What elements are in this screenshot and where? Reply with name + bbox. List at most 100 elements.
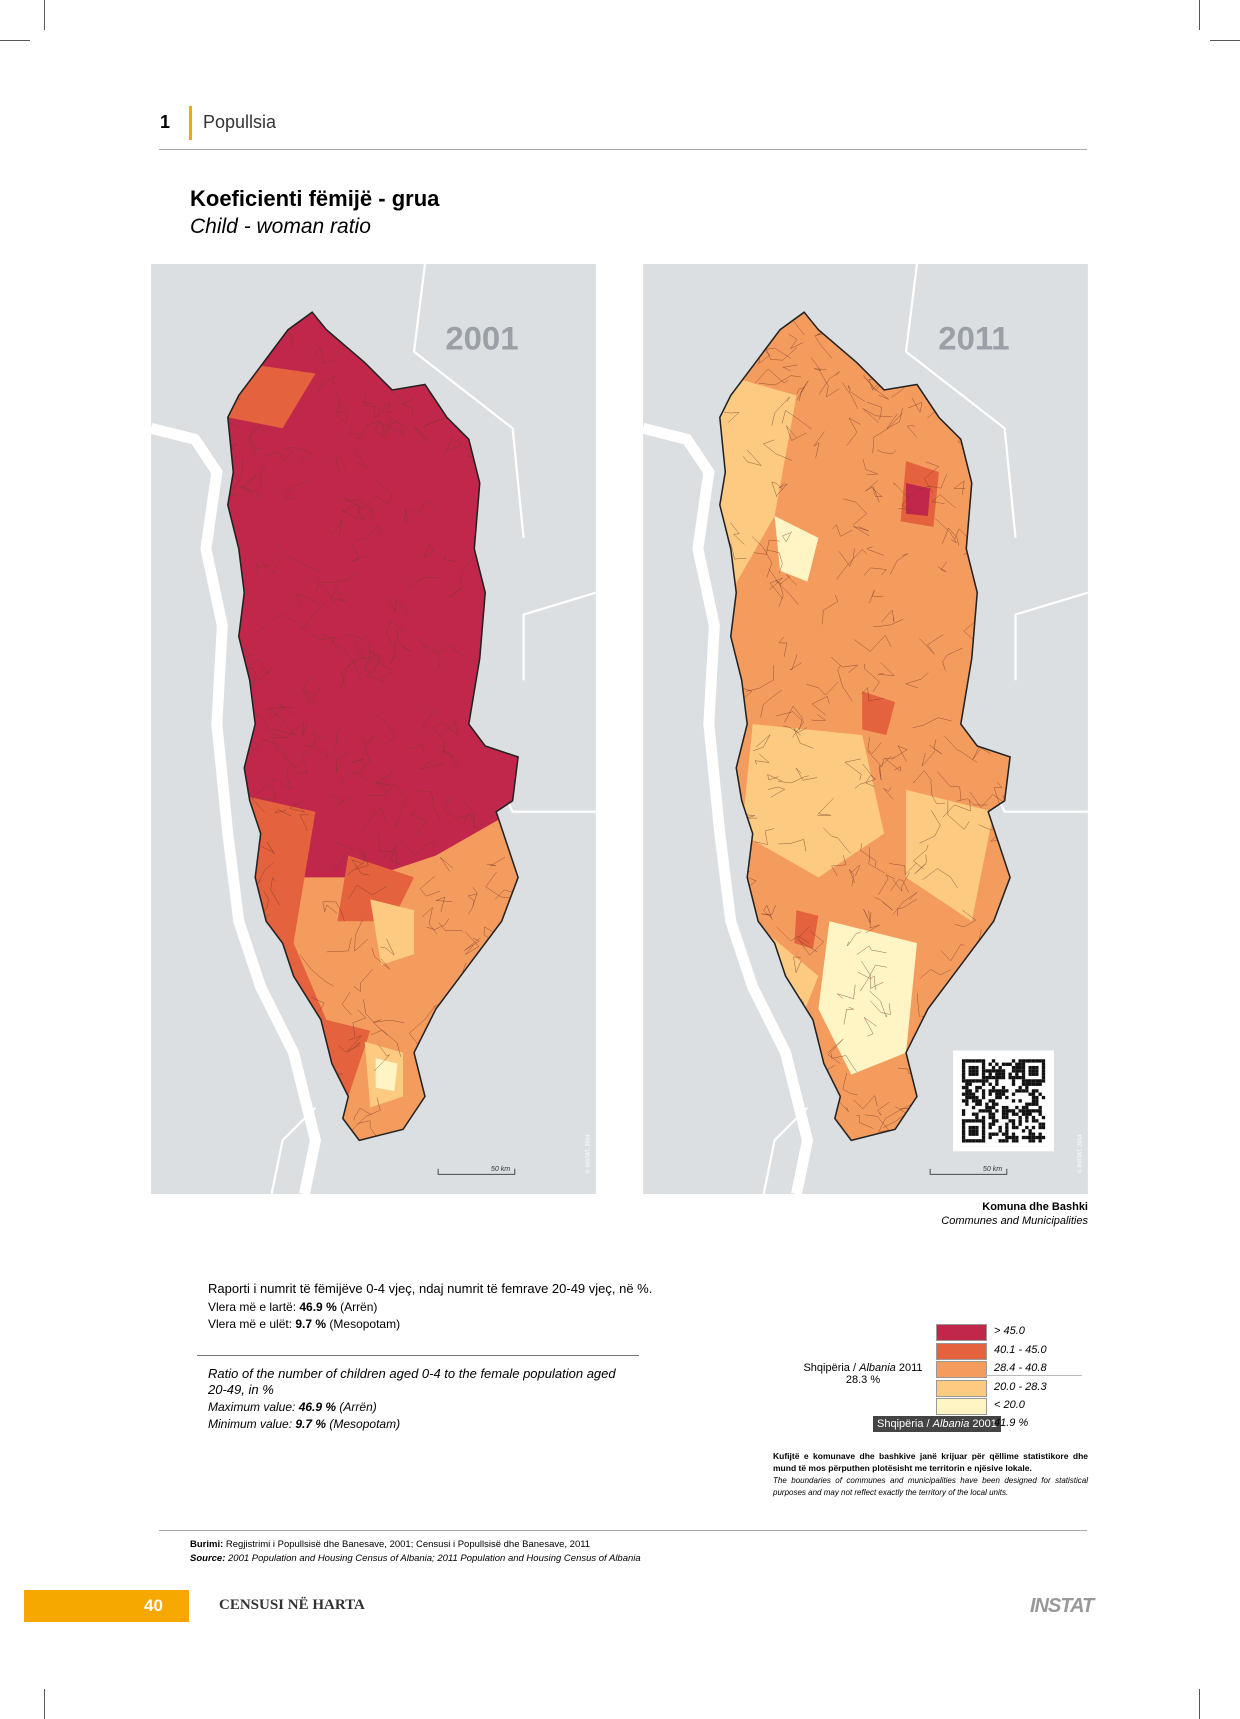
boundary	[377, 421, 406, 436]
page-box	[24, 1590, 189, 1622]
qr-cell	[1015, 1139, 1019, 1143]
qr-cell	[988, 1132, 992, 1136]
boundary	[850, 864, 861, 876]
qr-cell	[1018, 1059, 1022, 1063]
qr-cell	[1018, 1122, 1022, 1126]
qr-cell	[991, 1132, 996, 1136]
qr-cell	[968, 1125, 972, 1130]
label: Shqipëria /	[877, 1418, 933, 1430]
qr-cell	[1011, 1059, 1016, 1063]
boundary	[853, 1095, 878, 1110]
qr-cell	[995, 1095, 999, 1100]
legend-label: > 45.0	[994, 1325, 1025, 1337]
boundary	[881, 609, 895, 622]
legend-swatch	[936, 1398, 987, 1415]
qr-cell	[971, 1072, 976, 1076]
boundary	[257, 862, 274, 884]
qr-cell	[1041, 1122, 1046, 1126]
source-en: Source: 2001 Population and Housing Cens…	[190, 1553, 641, 1564]
qr-cell	[988, 1109, 992, 1113]
legend-swatch	[936, 1342, 987, 1360]
qr-cell	[1021, 1062, 1026, 1066]
qr-cell	[1021, 1089, 1026, 1093]
boundary	[382, 845, 403, 865]
qr-cell	[1021, 1129, 1026, 1133]
qr-cell	[1025, 1119, 1029, 1123]
boundary	[249, 424, 263, 450]
boundary	[467, 893, 478, 907]
qr-cell	[965, 1089, 969, 1093]
boundary	[270, 877, 281, 906]
qr-cell	[988, 1092, 992, 1096]
boundary	[937, 771, 962, 801]
qr-cell	[978, 1099, 982, 1103]
boundary	[913, 770, 933, 784]
qr-cell	[988, 1082, 992, 1086]
scale-label: 50 km	[491, 1165, 510, 1173]
qr-cell	[988, 1072, 992, 1076]
crop-mark	[1199, 1689, 1200, 1719]
qr-cell	[1035, 1119, 1039, 1123]
boundary	[935, 518, 957, 544]
label: Burimi:	[190, 1539, 224, 1550]
qr-cell	[1021, 1069, 1026, 1073]
boundary	[942, 527, 960, 546]
crop-mark	[1210, 40, 1240, 41]
qr-cell	[995, 1062, 999, 1066]
national-2001-value: 41.9 %	[994, 1417, 1029, 1429]
qr-cell	[981, 1079, 986, 1083]
value: 28.3 %	[845, 1374, 881, 1386]
boundary	[336, 751, 350, 773]
qr-cell	[1005, 1089, 1009, 1093]
qr-cell	[1035, 1135, 1039, 1140]
region	[719, 373, 797, 593]
qr-cell	[1015, 1075, 1019, 1080]
scale-bar	[437, 1168, 516, 1175]
boundary	[460, 551, 480, 582]
qr-cell	[1015, 1089, 1019, 1093]
boundary	[409, 810, 428, 835]
boundary	[779, 574, 797, 586]
qr-cell	[1031, 1069, 1036, 1073]
qr-cell	[1028, 1065, 1032, 1070]
qr-cell	[978, 1085, 982, 1090]
boundary	[375, 782, 388, 792]
boundary	[486, 857, 506, 867]
boundary	[357, 1120, 380, 1141]
qr-cell	[1001, 1092, 1006, 1096]
copyright: © INSTAT, 2014	[584, 1134, 591, 1173]
boundary	[832, 524, 853, 537]
qr-cell	[981, 1115, 986, 1120]
qr-cell	[988, 1135, 992, 1140]
boundary	[303, 744, 329, 759]
qr-cell	[975, 1112, 979, 1116]
boundary	[317, 375, 335, 392]
qr-cell	[1038, 1139, 1042, 1143]
qr-cell	[1021, 1105, 1026, 1110]
qr-cell	[1025, 1115, 1029, 1120]
boundary	[348, 885, 387, 900]
boundary	[275, 542, 320, 572]
boundary	[442, 720, 458, 736]
boundary	[310, 996, 325, 1012]
legend-label: 28.4 - 40.8	[994, 1362, 1047, 1374]
qr-cell	[961, 1065, 966, 1070]
qr-cell	[971, 1099, 976, 1103]
region	[375, 1058, 398, 1092]
qr-cell	[1041, 1065, 1046, 1070]
boundary	[326, 937, 352, 953]
qr-cell	[985, 1075, 989, 1080]
boundary	[865, 911, 880, 934]
boundary	[281, 766, 291, 790]
qr-cell	[981, 1125, 986, 1130]
boundary	[271, 733, 288, 753]
boundary	[842, 382, 859, 409]
boundary	[751, 536, 773, 578]
boundary	[444, 437, 463, 454]
qr-cell	[961, 1119, 966, 1123]
qr-cell	[975, 1065, 979, 1070]
label: Maximum value:	[208, 1400, 299, 1414]
qr-cell	[1038, 1122, 1042, 1126]
boundary	[861, 961, 884, 989]
boundary	[363, 999, 388, 1036]
